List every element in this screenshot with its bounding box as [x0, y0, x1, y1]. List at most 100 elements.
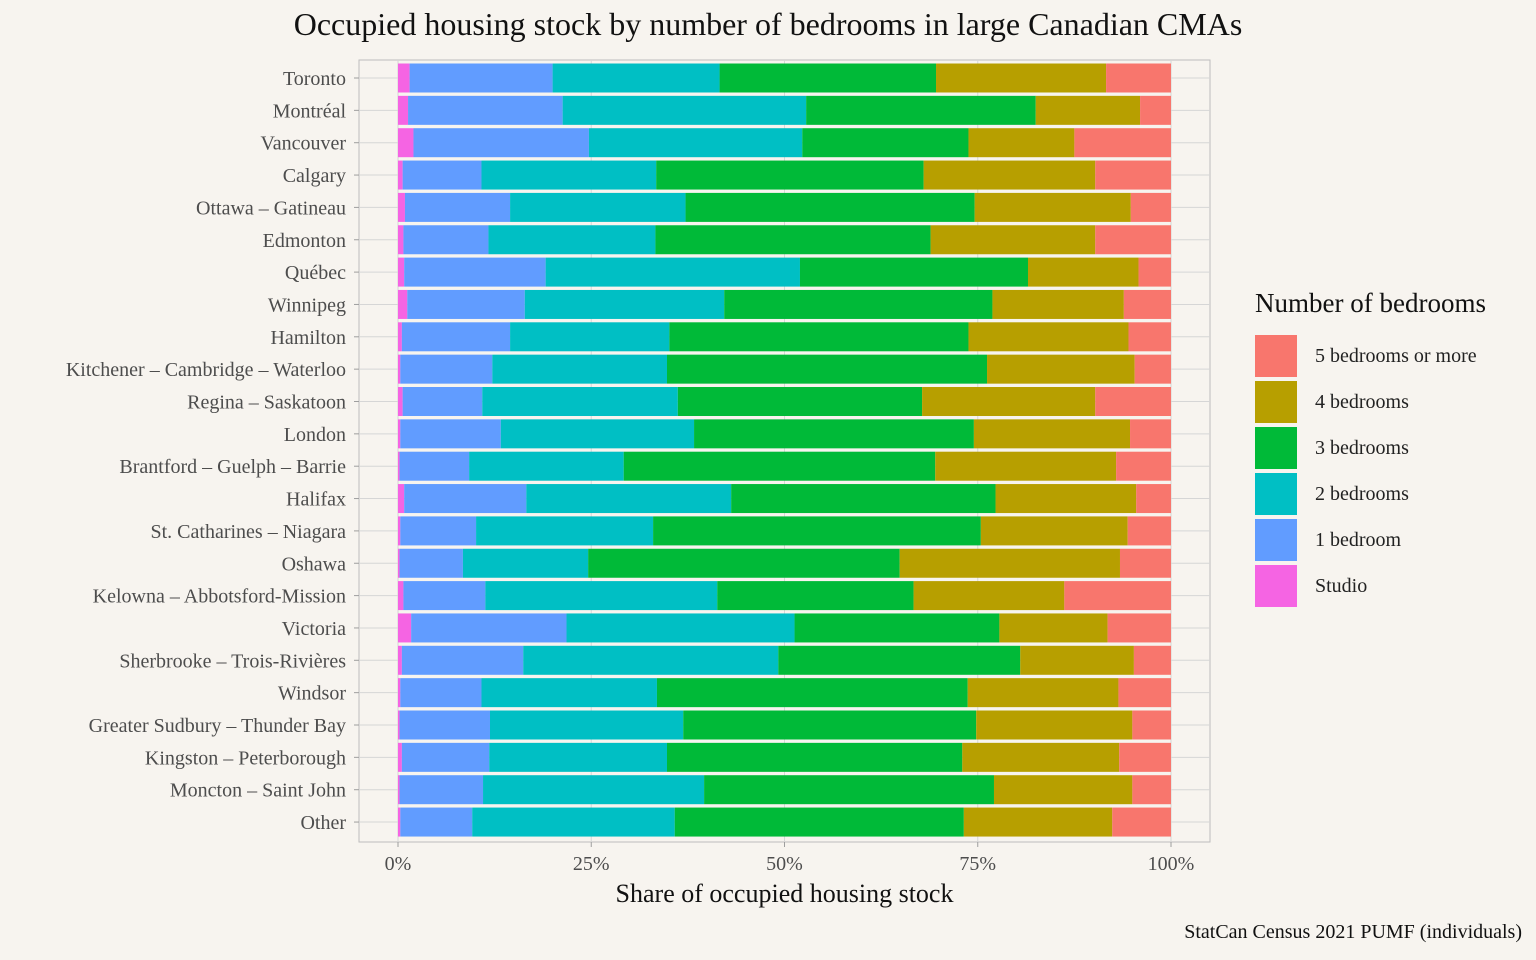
x-tick-label: 50%	[766, 853, 803, 875]
legend-label: 3 bedrooms	[1315, 436, 1409, 459]
bar-segment	[398, 289, 408, 319]
bar-segment	[399, 775, 484, 805]
bar-segment	[669, 322, 969, 352]
category-label: Edmonton	[263, 230, 346, 252]
bar-segment	[398, 678, 401, 708]
bar-segment	[806, 95, 1036, 125]
bar-segment	[399, 548, 463, 578]
bar-segment	[683, 710, 977, 740]
x-tick-label: 25%	[573, 853, 610, 875]
bar-segment	[656, 160, 924, 190]
bar-segment	[469, 451, 624, 481]
legend-swatch	[1255, 565, 1297, 607]
bar-segment	[1064, 581, 1171, 611]
bar-segment	[667, 354, 988, 384]
bar-segment	[1020, 645, 1134, 675]
bar-segment	[936, 63, 1107, 93]
bar-segment	[398, 581, 404, 611]
bar-segment	[398, 742, 402, 772]
bar-segment	[398, 645, 402, 675]
legend-swatch	[1255, 519, 1297, 561]
category-label: Ottawa – Gatineau	[196, 197, 346, 219]
bar-segment	[999, 613, 1108, 643]
bar-segment	[656, 678, 968, 708]
bar-segment	[398, 451, 400, 481]
bar-segment	[492, 354, 668, 384]
bar-segment	[899, 548, 1120, 578]
bar-segment	[1132, 710, 1171, 740]
bars-layer	[398, 63, 1171, 837]
bar-segment	[482, 387, 678, 416]
bar-segment	[398, 710, 400, 740]
bar-segment	[488, 225, 656, 255]
bar-segment	[623, 451, 936, 481]
bar-segment	[398, 516, 401, 546]
bar-segment	[398, 95, 409, 125]
bar-segment	[1119, 548, 1171, 578]
bar-segment	[398, 419, 401, 449]
bar-segment	[992, 289, 1124, 319]
legend-label: 5 bedrooms or more	[1315, 344, 1477, 367]
category-label: St. Catharines – Niagara	[151, 521, 347, 543]
bar-segment	[1134, 354, 1171, 384]
bar-segment	[402, 387, 483, 416]
bar-segment	[399, 710, 490, 740]
bar-segment	[719, 63, 937, 93]
bar-segment	[399, 451, 470, 481]
bar-segment	[1116, 451, 1171, 481]
bar-segment	[409, 63, 553, 93]
bar-segment	[993, 775, 1133, 805]
bar-segment	[704, 775, 994, 805]
bar-segment	[398, 775, 400, 805]
bar-segment	[403, 225, 489, 255]
bar-segment	[411, 613, 567, 643]
legend-swatch	[1255, 427, 1297, 469]
legend-label: 2 bedrooms	[1315, 482, 1409, 505]
chart-title: Occupied housing stock by number of bedr…	[293, 6, 1243, 42]
legend-item: 3 bedrooms	[1255, 425, 1486, 471]
bar-segment	[401, 742, 490, 772]
bar-segment	[1132, 775, 1171, 805]
category-label: Kelowna – Abbotsford-Mission	[93, 586, 346, 608]
bar-segment	[398, 354, 401, 384]
bar-segment	[398, 484, 405, 514]
bar-segment	[1112, 807, 1171, 837]
category-label: Oshawa	[282, 553, 347, 575]
bar-segment	[398, 160, 403, 190]
legend-item: 5 bedrooms or more	[1255, 333, 1486, 379]
bar-segment	[398, 192, 405, 222]
legend-swatch	[1255, 473, 1297, 515]
category-label: London	[284, 424, 346, 446]
bar-segment	[677, 387, 923, 416]
bar-segment	[967, 678, 1119, 708]
bar-segment	[1127, 516, 1171, 546]
bar-segment	[400, 419, 501, 449]
bar-segment	[1119, 742, 1171, 772]
category-label: Winnipeg	[268, 294, 346, 316]
bar-segment	[398, 807, 401, 837]
bar-segment	[400, 516, 477, 546]
bar-segment	[987, 354, 1135, 384]
bar-segment	[398, 63, 410, 93]
legend-label: 1 bedroom	[1315, 528, 1402, 551]
bar-segment	[685, 192, 975, 222]
bar-segment	[968, 322, 1129, 352]
legend-label: Studio	[1315, 574, 1368, 597]
bar-segment	[510, 322, 670, 352]
bar-segment	[481, 678, 657, 708]
bar-segment	[481, 160, 657, 190]
bar-segment	[400, 807, 473, 837]
bar-segment	[413, 128, 589, 158]
bar-segment	[1107, 613, 1171, 643]
bar-segment	[400, 354, 493, 384]
category-label: Greater Sudbury – Thunder Bay	[89, 715, 346, 737]
bar-segment	[674, 807, 964, 837]
category-label: Moncton – Saint John	[170, 780, 346, 802]
bar-segment	[545, 257, 800, 287]
category-label: Hamilton	[270, 327, 346, 349]
category-label: Montréal	[273, 100, 347, 122]
bar-segment	[976, 710, 1133, 740]
bar-segment	[974, 192, 1131, 222]
bar-segment	[401, 322, 511, 352]
bar-segment	[1130, 192, 1171, 222]
